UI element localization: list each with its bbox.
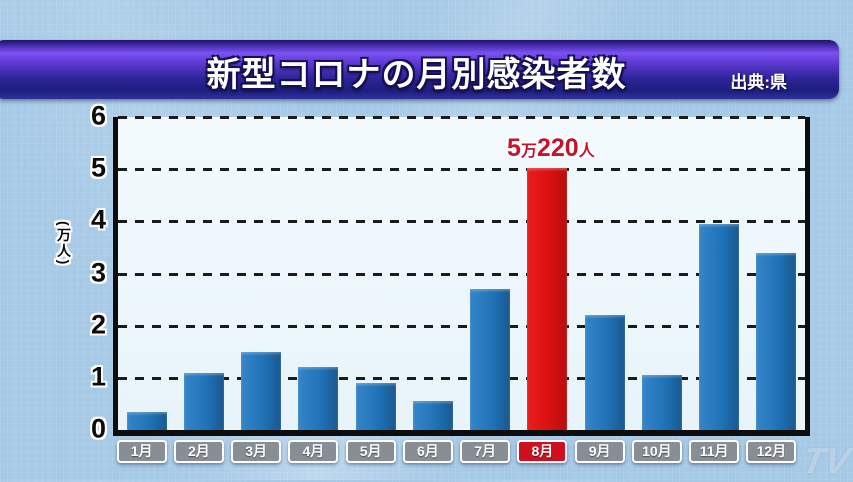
bar-9月 bbox=[584, 315, 625, 430]
bar-5月 bbox=[355, 383, 396, 430]
month-label-5月: 5月 bbox=[345, 440, 396, 463]
gridline-6 bbox=[118, 116, 805, 119]
bar-6月 bbox=[412, 401, 453, 430]
month-label-6月: 6月 bbox=[402, 440, 453, 463]
month-label-10月: 10月 bbox=[631, 440, 682, 463]
bar-7月 bbox=[470, 289, 511, 430]
month-label-3月: 3月 bbox=[231, 440, 282, 463]
bar-3月 bbox=[241, 351, 282, 430]
y-axis-tick-label-6: 6 bbox=[90, 100, 106, 131]
bar-10月 bbox=[641, 375, 682, 430]
bar-11月 bbox=[699, 223, 740, 430]
bar-12月 bbox=[756, 252, 797, 430]
month-label-11月: 11月 bbox=[689, 440, 740, 463]
source-label: 出典:県 bbox=[730, 73, 787, 92]
y-axis-unit-label: (万人) bbox=[56, 221, 72, 267]
gridline-4 bbox=[118, 220, 805, 224]
title-banner: 新型コロナの月別感染者数 出典:県 bbox=[0, 40, 839, 99]
gridline-3 bbox=[118, 272, 805, 276]
bar-2月 bbox=[183, 372, 224, 430]
y-axis-tick-label-4: 4 bbox=[90, 204, 106, 235]
bar-1月 bbox=[126, 411, 167, 430]
month-label-8月: 8月 bbox=[517, 440, 568, 463]
tv-station-watermark: TV bbox=[799, 440, 853, 481]
y-axis-tick-label-0: 0 bbox=[90, 413, 106, 444]
y-axis-tick-label-5: 5 bbox=[90, 152, 106, 183]
bar-8月 bbox=[527, 168, 568, 430]
month-label-12月: 12月 bbox=[746, 440, 797, 463]
x-axis-month-labels: 1月 2月 3月 4月 5月 6月 7月 8月 9月 10月 11月 12月 bbox=[113, 440, 800, 464]
page-title: 新型コロナの月別感染者数 bbox=[206, 56, 627, 94]
bar-4月 bbox=[298, 367, 339, 430]
month-label-1月: 1月 bbox=[116, 440, 167, 463]
month-label-9月: 9月 bbox=[574, 440, 625, 463]
gridline-2 bbox=[118, 324, 805, 328]
gridline-1 bbox=[118, 376, 805, 380]
y-axis-tick-label-2: 2 bbox=[90, 309, 106, 340]
bar-value-annotation: 5万220人 bbox=[507, 134, 595, 163]
month-label-7月: 7月 bbox=[460, 440, 511, 463]
month-label-4月: 4月 bbox=[288, 440, 339, 463]
gridline-5 bbox=[118, 168, 805, 172]
plot-area: (万人) 0 1 2 3 4 5 6 5万220人 bbox=[56, 102, 810, 442]
y-axis-tick-label-1: 1 bbox=[90, 361, 106, 392]
month-label-2月: 2月 bbox=[173, 440, 224, 463]
y-axis-tick-label-3: 3 bbox=[90, 256, 106, 287]
